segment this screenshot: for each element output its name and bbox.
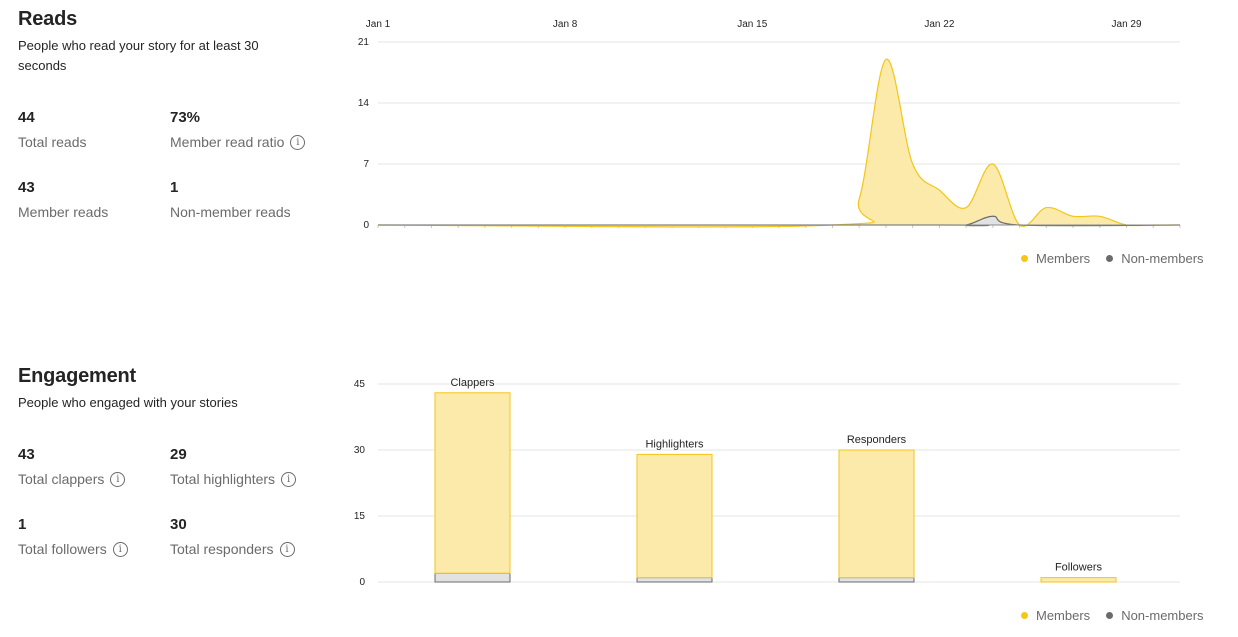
reads-title: Reads (18, 8, 78, 30)
stat-value: 43 (18, 179, 35, 196)
stat-total-responders: 30 Total responders i (170, 515, 295, 557)
bar-category-label: Clappers (450, 377, 495, 389)
engagement-bar-chart: 0 15 30 45 Clappers Highlighters Responders Fol… (354, 377, 1180, 588)
legend-item-nonmembers: Non-members (1106, 251, 1204, 266)
x-tick-label: Jan 29 (1112, 19, 1142, 30)
members-dot-icon (1021, 612, 1028, 619)
nonmembers-area (378, 216, 1180, 226)
bar-members (434, 392, 511, 574)
info-icon[interactable]: i (110, 471, 126, 487)
legend-label: Non-members (1121, 251, 1204, 266)
bar-members (636, 453, 713, 579)
stat-non-member-reads: 1 Non-member reads (170, 178, 291, 220)
x-tick-label: Jan 1 (366, 19, 391, 30)
engagement-legend: Members Non-members (1021, 608, 1204, 623)
stat-label: Total clappers (18, 471, 105, 487)
nonmembers-dot-icon (1106, 612, 1114, 619)
info-icon[interactable]: i (281, 471, 297, 487)
info-icon[interactable]: i (279, 541, 295, 557)
y-tick-label: 0 (359, 577, 365, 588)
bar-nonmembers (434, 572, 511, 583)
x-tick-label: Jan 8 (553, 19, 578, 30)
stat-total-clappers: 43 Total clappers i (18, 445, 126, 487)
bar-category-label: Highlighters (645, 438, 704, 450)
members-area (378, 59, 1180, 227)
stat-member-read-ratio: 73% Member read ratio i (170, 108, 306, 150)
legend-item-nonmembers: Non-members (1106, 608, 1204, 623)
y-tick-label: 7 (363, 159, 369, 170)
stat-value: 73% (170, 109, 201, 126)
stat-value: 43 (18, 446, 35, 463)
y-tick-label: 21 (358, 37, 370, 48)
bar-members (838, 449, 915, 579)
reads-legend: Members Non-members (1021, 251, 1204, 266)
stat-value: 44 (18, 109, 35, 126)
reads-description: People who read your story for at least … (18, 38, 259, 73)
stat-total-reads: 44 Total reads (18, 108, 86, 150)
stat-member-reads: 43 Member reads (18, 178, 108, 220)
legend-item-members: Members (1021, 251, 1090, 266)
stat-total-highlighters: 29 Total highlighters i (170, 445, 297, 487)
bar-category-label: Followers (1055, 562, 1103, 574)
stat-label: Total reads (18, 134, 87, 150)
bar-category-label: Responders (847, 434, 907, 446)
reads-area-chart: 0 7 14 21 Jan 1 Jan 8 Jan 15 Jan 22 Jan 29 (358, 19, 1181, 231)
bar-nonmembers (838, 577, 915, 583)
legend-label: Members (1036, 608, 1091, 623)
stat-label: Member reads (18, 204, 109, 220)
stat-total-followers: 1 Total followers i (18, 515, 128, 557)
bar-members (1040, 577, 1117, 583)
members-area-line (377, 58, 1180, 228)
x-tick-label: Jan 15 (737, 19, 767, 30)
engagement-description: People who engaged with your stories (18, 395, 238, 410)
info-icon[interactable]: i (290, 134, 306, 150)
y-tick-label: 30 (354, 445, 366, 456)
x-tick-label: Jan 22 (924, 19, 954, 30)
stat-value: 30 (170, 516, 187, 533)
y-tick-label: 0 (363, 220, 369, 231)
info-icon[interactable]: i (112, 541, 128, 557)
engagement-title: Engagement (18, 365, 137, 387)
stat-value: 1 (18, 516, 27, 533)
stat-label: Total responders (170, 541, 274, 557)
legend-item-members: Members (1021, 608, 1090, 623)
stat-value: 29 (170, 446, 187, 463)
nonmembers-dot-icon (1106, 255, 1114, 262)
stat-label: Member read ratio (170, 134, 285, 150)
y-tick-label: 15 (354, 511, 366, 522)
legend-label: Members (1036, 251, 1091, 266)
stat-label: Non-member reads (170, 204, 291, 220)
y-tick-label: 45 (354, 379, 366, 390)
bar-nonmembers (636, 577, 713, 583)
legend-label: Non-members (1121, 608, 1204, 623)
y-tick-label: 14 (358, 98, 370, 109)
stat-value: 1 (170, 179, 179, 196)
stat-label: Total followers (18, 541, 107, 557)
members-dot-icon (1021, 255, 1028, 262)
stat-label: Total highlighters (170, 471, 276, 487)
